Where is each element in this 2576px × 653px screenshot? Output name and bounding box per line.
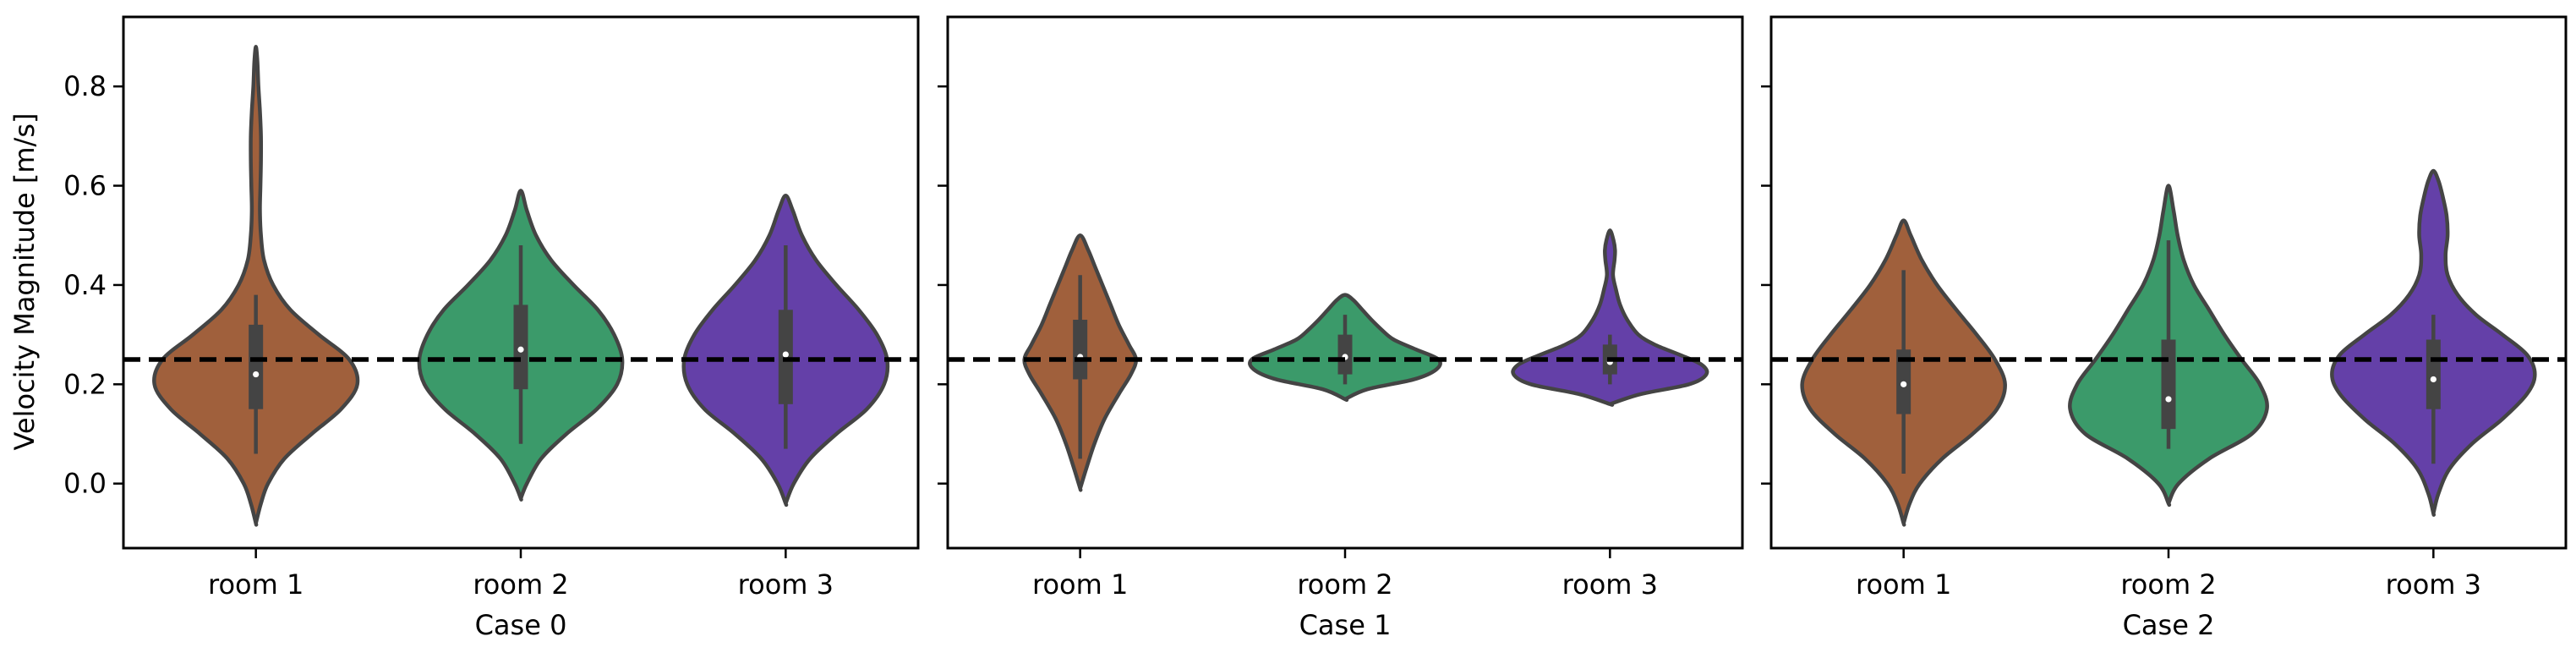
panel-0: 0.0 0.2 0.4 0.6 0.8 room 1 room 2 room 3 Case 0: [63, 15, 920, 641]
chart-panels: 0.0 0.2 0.4 0.6 0.8 room 1 room 2 room 3 Case 0 r…: [63, 15, 2568, 641]
x-tick-label: room 3: [738, 568, 834, 601]
x-axis-label: Case 2: [2123, 609, 2215, 641]
y-axis-label: Velocity Magnitude [m/s]: [8, 113, 41, 451]
violin-iqr-box: [2426, 339, 2441, 409]
y-tick-label: 0.0: [63, 468, 107, 500]
x-tick-label: room 1: [208, 568, 304, 601]
panel-1: room 1 room 2 room 3 Case 1: [938, 15, 1744, 641]
x-tick-label: room 2: [2120, 568, 2216, 601]
panel-2: room 1 room 2 room 3 Case 2: [1761, 15, 2568, 641]
violin-case-0-room-1: [152, 44, 360, 527]
violin-median-dot: [2430, 376, 2437, 383]
violin-case-2-room-1: [1800, 218, 2007, 527]
violin-iqr-box: [1073, 320, 1088, 380]
violin-iqr-box: [249, 324, 264, 409]
y-tick-label: 0.2: [63, 368, 107, 400]
violin-median-dot: [517, 346, 524, 353]
x-tick-label: room 1: [1856, 568, 1951, 601]
x-tick-label: room 2: [473, 568, 568, 601]
x-tick-label: room 3: [1562, 568, 1658, 601]
violin-case-1-room-1: [1022, 233, 1138, 492]
y-tick-label: 0.4: [63, 269, 107, 301]
x-axis-label: Case 1: [1299, 609, 1392, 641]
violin-body: [152, 44, 360, 527]
x-tick-label: room 3: [2386, 568, 2481, 601]
x-tick-label: room 1: [1032, 568, 1128, 601]
violin-median-dot: [1901, 381, 1907, 387]
violin-median-dot: [782, 351, 789, 358]
violin-iqr-box: [2161, 339, 2176, 430]
y-tick-label: 0.8: [63, 70, 107, 102]
violin-case-2-room-2: [2068, 184, 2269, 508]
violin-case-2-room-3: [2330, 168, 2537, 517]
x-axis-label: Case 0: [475, 609, 567, 641]
violin-case-0-room-2: [417, 189, 625, 502]
violin-median-dot: [2165, 396, 2172, 403]
violin-median-dot: [253, 370, 260, 378]
violin-case-1-room-2: [1248, 293, 1442, 403]
violin-case-1-room-3: [1511, 228, 1709, 407]
x-tick-label: room 2: [1297, 568, 1392, 601]
y-tick-label: 0.6: [63, 170, 107, 202]
violin-case-0-room-3: [681, 194, 890, 508]
